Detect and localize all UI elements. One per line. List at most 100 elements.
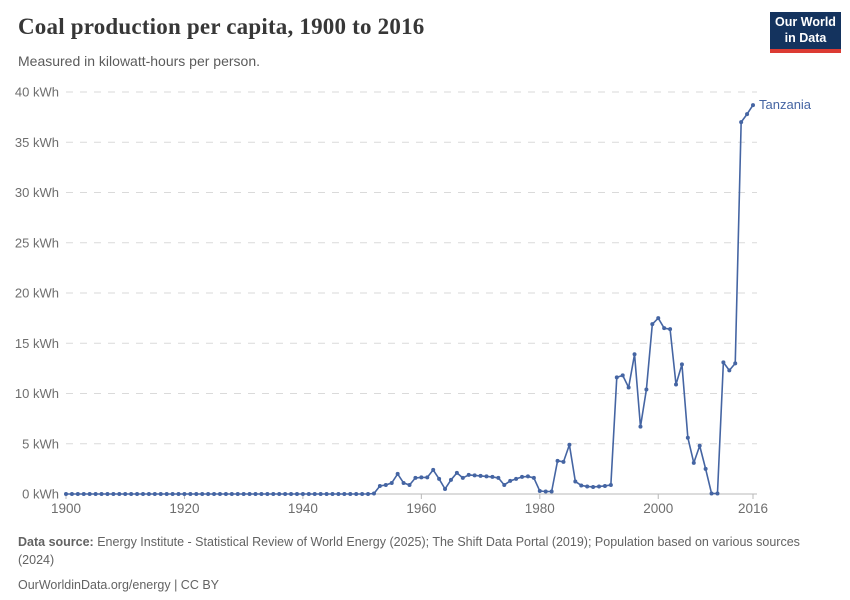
data-point: [691, 460, 696, 465]
data-point: [383, 482, 388, 487]
data-point: [549, 489, 554, 494]
data-point: [608, 482, 613, 487]
y-tick-label: 20 kWh: [15, 286, 59, 301]
data-point: [389, 480, 394, 485]
data-point: [472, 473, 477, 478]
data-point: [460, 475, 465, 480]
data-point: [247, 492, 252, 496]
data-point: [377, 483, 382, 488]
data-point: [111, 492, 116, 496]
data-point: [135, 492, 140, 496]
data-point: [751, 103, 755, 108]
data-source-label: Data source:: [18, 535, 94, 549]
x-tick-label: 2000: [643, 501, 673, 516]
series-label-tanzania: Tanzania: [759, 97, 812, 112]
data-point: [99, 492, 104, 496]
data-point: [567, 442, 572, 447]
y-tick-label: 10 kWh: [15, 386, 59, 401]
data-point: [602, 483, 607, 488]
data-point: [662, 326, 667, 331]
data-point: [502, 482, 507, 487]
data-point: [289, 492, 294, 496]
x-tick-label: 1920: [169, 501, 199, 516]
data-point: [674, 382, 679, 387]
data-point: [277, 492, 282, 496]
data-point: [146, 492, 151, 496]
data-point: [306, 492, 311, 496]
data-point: [164, 492, 169, 496]
y-tick-label: 25 kWh: [15, 235, 59, 250]
y-tick-label: 35 kWh: [15, 135, 59, 150]
x-tick-label: 1980: [525, 501, 555, 516]
data-point: [176, 492, 181, 496]
data-point: [229, 492, 234, 496]
data-point: [265, 492, 270, 496]
data-point: [448, 477, 453, 482]
data-point: [715, 491, 720, 496]
data-point: [709, 491, 714, 496]
data-point: [733, 361, 738, 366]
data-point: [585, 484, 590, 489]
data-point: [200, 492, 205, 496]
data-point: [626, 385, 631, 390]
data-point: [531, 475, 536, 480]
data-point: [342, 492, 347, 496]
data-point: [312, 492, 317, 496]
data-point: [597, 484, 602, 489]
data-point: [75, 492, 80, 496]
data-point: [431, 467, 436, 472]
data-point: [437, 476, 442, 481]
data-point: [478, 473, 483, 478]
data-point: [514, 476, 519, 481]
data-point: [283, 492, 288, 496]
data-point: [644, 387, 649, 392]
owid-logo-line1: Our World: [775, 14, 836, 29]
data-point: [93, 492, 98, 496]
data-point: [206, 492, 211, 496]
data-point: [241, 492, 246, 496]
data-point: [632, 352, 637, 357]
data-point: [721, 360, 726, 365]
data-point: [543, 489, 548, 494]
data-point: [105, 492, 110, 496]
data-point: [170, 492, 175, 496]
data-point: [401, 480, 406, 485]
data-point: [354, 492, 359, 496]
data-point: [407, 482, 412, 487]
data-point: [537, 488, 542, 493]
y-tick-label: 0 kWh: [22, 487, 59, 502]
data-point: [650, 322, 655, 327]
data-point: [555, 458, 560, 463]
data-point: [620, 373, 625, 378]
data-point: [697, 443, 702, 448]
x-tick-label: 2016: [738, 501, 768, 516]
data-point: [366, 492, 371, 496]
data-point: [117, 492, 122, 496]
data-point: [395, 471, 400, 476]
data-point: [188, 492, 193, 496]
data-point: [259, 492, 264, 496]
y-tick-label: 30 kWh: [15, 185, 59, 200]
data-point: [360, 492, 365, 496]
data-point: [727, 368, 732, 373]
y-tick-label: 40 kWh: [15, 85, 59, 100]
data-point: [253, 492, 258, 496]
data-point: [525, 474, 530, 479]
data-point: [336, 492, 341, 496]
data-point: [212, 492, 217, 496]
data-point: [703, 466, 708, 471]
data-point: [656, 316, 661, 321]
data-point: [318, 492, 323, 496]
data-point: [271, 492, 276, 496]
data-point: [348, 492, 353, 496]
data-point: [745, 112, 750, 117]
data-point: [152, 492, 157, 496]
data-point: [194, 492, 199, 496]
y-tick-label: 5 kWh: [22, 436, 59, 451]
data-point: [579, 483, 584, 488]
owid-logo: Our World in Data: [770, 12, 841, 53]
data-point: [330, 492, 335, 496]
data-point: [638, 424, 643, 429]
